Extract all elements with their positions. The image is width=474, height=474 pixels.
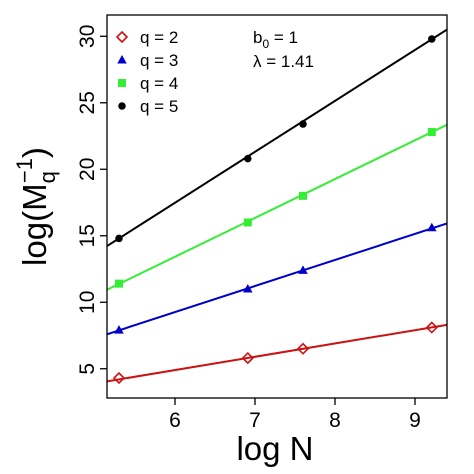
plot-frame — [106, 14, 448, 399]
fit-line-series-3 — [107, 123, 447, 291]
data-point — [243, 283, 253, 293]
data-point — [298, 265, 308, 274]
data-point — [425, 321, 438, 334]
series-4 — [107, 28, 447, 247]
param-label: λ = 1.41 — [253, 52, 314, 71]
fit-line-series-2 — [107, 222, 447, 336]
axes: 6 7 8 9 5 10 15 20 25 30 — [76, 14, 448, 432]
legend-marker — [117, 55, 127, 64]
series-1 — [107, 321, 447, 385]
legend-label: q = 4 — [140, 74, 178, 93]
data-point — [296, 342, 310, 355]
fit-line-series-4 — [107, 28, 447, 247]
data-point — [244, 154, 252, 163]
y-tick-label: 20 — [76, 158, 99, 181]
data-point — [428, 35, 436, 43]
y-tick-label: 5 — [76, 363, 99, 375]
legend-marker — [118, 79, 126, 87]
x-axis-title: log N — [236, 430, 313, 467]
y-tick-label: 30 — [76, 25, 99, 48]
legend-marker — [115, 30, 129, 44]
x-tick-label: 6 — [169, 409, 181, 432]
parameter-annotation: b0 = 1λ = 1.41 — [253, 28, 314, 71]
data-point — [299, 191, 307, 200]
data-point — [299, 120, 307, 128]
y-axis-title: log(Mq−1) — [12, 147, 60, 266]
data-point — [115, 279, 123, 288]
series-3 — [107, 123, 447, 291]
axis-titles: log N log(Mq−1) — [12, 147, 314, 467]
data-point — [427, 222, 437, 232]
data-point — [241, 351, 254, 365]
data-point — [112, 371, 126, 385]
legend: q = 2 q = 3 q = 4 q = 5 — [115, 28, 178, 116]
param-label: b0 = 1 — [253, 28, 298, 51]
legend-label: q = 5 — [140, 97, 178, 116]
data-point — [114, 325, 124, 334]
x-tick-label: 9 — [409, 409, 421, 432]
y-tick-label: 25 — [76, 91, 99, 114]
legend-marker — [118, 102, 126, 110]
series-2 — [107, 222, 447, 336]
y-tick-label: 15 — [76, 224, 99, 247]
data-point — [243, 218, 252, 227]
data-point — [115, 234, 123, 243]
data-point — [427, 128, 436, 137]
x-tick-label: 7 — [249, 409, 261, 432]
x-tick-label: 8 — [329, 409, 341, 432]
plot-area — [107, 28, 447, 385]
legend-label: q = 2 — [140, 28, 178, 47]
fit-line-series-1 — [107, 323, 447, 383]
y-tick-label: 10 — [76, 291, 99, 314]
legend-label: q = 3 — [140, 51, 178, 70]
